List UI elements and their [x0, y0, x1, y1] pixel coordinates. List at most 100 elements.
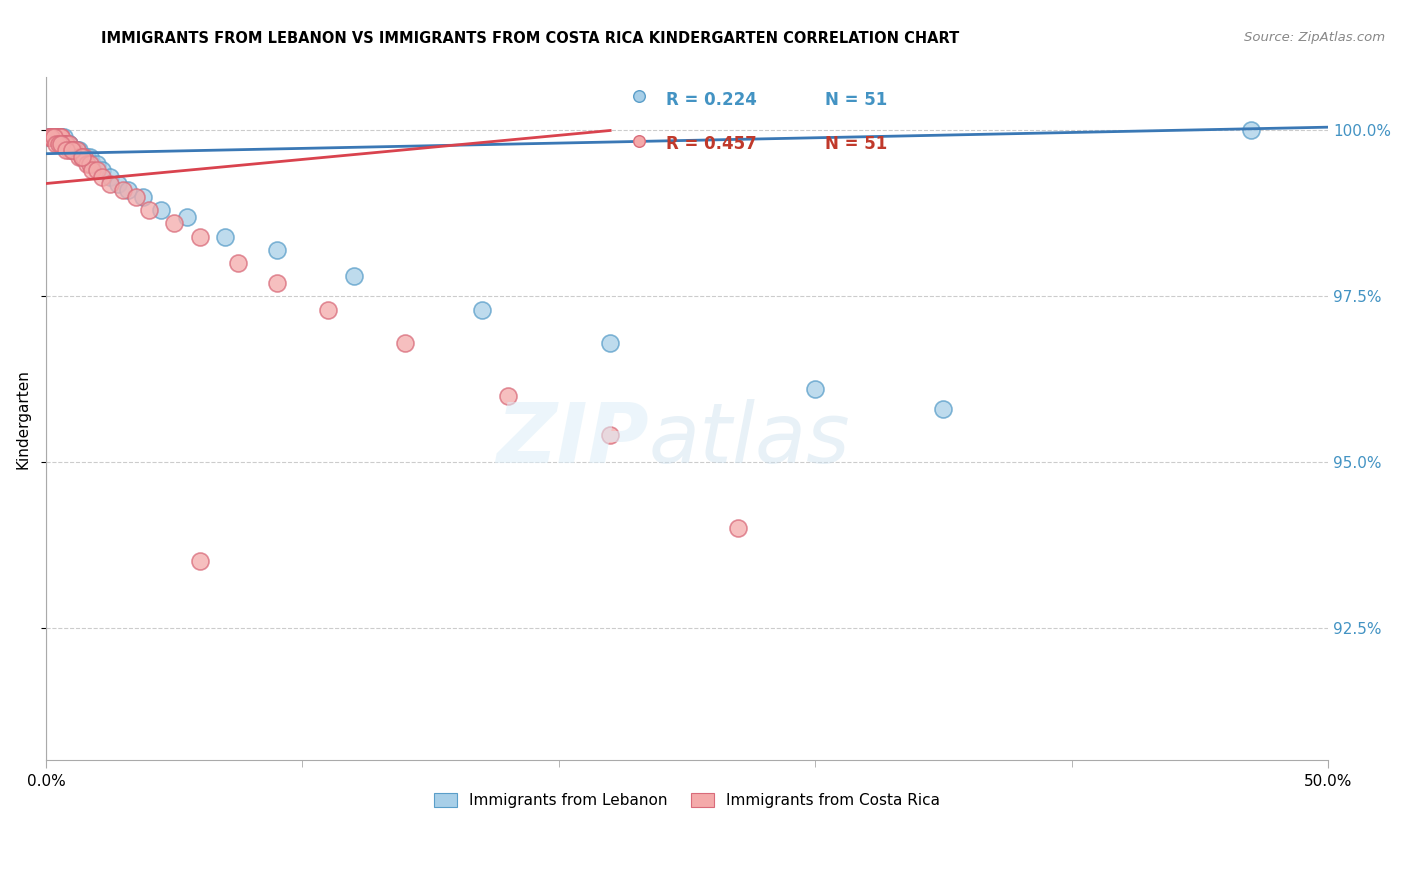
Point	[176, 210, 198, 224]
Point	[67, 150, 90, 164]
Point	[48, 136, 70, 151]
Point	[42, 130, 65, 145]
Point	[60, 144, 83, 158]
Point	[52, 136, 75, 151]
Point	[51, 136, 73, 151]
Point	[42, 130, 65, 145]
Text: N = 51: N = 51	[825, 91, 887, 109]
Point	[226, 256, 249, 270]
Point	[471, 302, 494, 317]
Point	[804, 382, 827, 396]
Text: R = 0.224: R = 0.224	[666, 91, 756, 109]
Point	[45, 136, 67, 151]
Point	[125, 190, 148, 204]
Point	[138, 202, 160, 217]
Point	[316, 302, 339, 317]
Point	[67, 144, 90, 158]
Point	[51, 136, 73, 151]
Point	[86, 163, 108, 178]
Point	[38, 130, 60, 145]
Point	[58, 136, 80, 151]
Point	[39, 130, 62, 145]
Point	[727, 521, 749, 535]
Point	[628, 134, 651, 148]
Point	[51, 130, 73, 145]
Point	[79, 156, 101, 170]
Y-axis label: Kindergarten: Kindergarten	[15, 369, 30, 469]
Point	[39, 130, 62, 145]
Point	[132, 190, 155, 204]
Point	[63, 144, 86, 158]
Point	[66, 144, 89, 158]
Point	[496, 389, 519, 403]
Point	[51, 130, 73, 145]
Point	[91, 169, 114, 184]
Point	[51, 130, 73, 145]
Point	[42, 130, 65, 145]
Point	[45, 130, 67, 145]
Point	[599, 428, 621, 442]
Text: IMMIGRANTS FROM LEBANON VS IMMIGRANTS FROM COSTA RICA KINDERGARTEN CORRELATION C: IMMIGRANTS FROM LEBANON VS IMMIGRANTS FR…	[101, 31, 959, 46]
Point	[63, 144, 86, 158]
Point	[58, 144, 80, 158]
Point	[58, 136, 80, 151]
Point	[60, 144, 83, 158]
Point	[42, 130, 65, 145]
Point	[117, 183, 139, 197]
Text: R = 0.457: R = 0.457	[666, 136, 756, 153]
Point	[39, 130, 62, 145]
Point	[266, 243, 288, 257]
Point	[55, 136, 77, 151]
Text: N = 51: N = 51	[825, 136, 887, 153]
Legend: Immigrants from Lebanon, Immigrants from Costa Rica: Immigrants from Lebanon, Immigrants from…	[427, 787, 946, 814]
Point	[45, 130, 67, 145]
Point	[55, 136, 77, 151]
Point	[60, 144, 83, 158]
Point	[394, 335, 416, 350]
Point	[107, 177, 129, 191]
Point	[42, 130, 65, 145]
Point	[52, 136, 75, 151]
Point	[188, 554, 211, 568]
Point	[70, 150, 93, 164]
Point	[82, 163, 104, 178]
Text: ZIP: ZIP	[496, 399, 648, 480]
Point	[48, 130, 70, 145]
Point	[163, 216, 186, 230]
Point	[66, 144, 89, 158]
Point	[66, 144, 89, 158]
Point	[51, 136, 73, 151]
Point	[42, 130, 65, 145]
Point	[150, 202, 173, 217]
Point	[73, 150, 96, 164]
Point	[76, 150, 98, 164]
Point	[58, 136, 80, 151]
Point	[38, 130, 60, 145]
Point	[55, 136, 77, 151]
Point	[932, 401, 955, 416]
Point	[45, 130, 67, 145]
Point	[1240, 123, 1263, 137]
Point	[70, 150, 93, 164]
Point	[55, 136, 77, 151]
Point	[51, 130, 73, 145]
Point	[38, 130, 60, 145]
Point	[599, 335, 621, 350]
Point	[79, 150, 101, 164]
Point	[98, 169, 121, 184]
Point	[73, 150, 96, 164]
Point	[214, 229, 236, 244]
Point	[45, 130, 67, 145]
Point	[48, 130, 70, 145]
Point	[60, 144, 83, 158]
Point	[91, 163, 114, 178]
Point	[39, 130, 62, 145]
Point	[111, 183, 134, 197]
Point	[76, 156, 98, 170]
Point	[45, 130, 67, 145]
Point	[52, 136, 75, 151]
Point	[82, 156, 104, 170]
Point	[343, 269, 366, 284]
Point	[70, 150, 93, 164]
Text: Source: ZipAtlas.com: Source: ZipAtlas.com	[1244, 31, 1385, 45]
